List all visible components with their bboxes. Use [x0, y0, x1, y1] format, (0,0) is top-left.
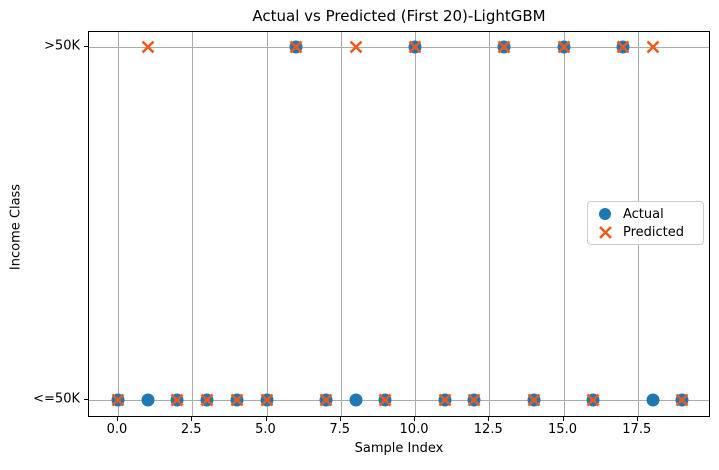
x-axis-label: Sample Index: [354, 441, 444, 456]
data-point-predicted: [467, 393, 482, 408]
y-tick-mark: [84, 399, 88, 400]
y-tick-label: >50K: [44, 38, 80, 54]
legend-label-actual: Actual: [623, 206, 664, 222]
data-point-predicted: [170, 393, 185, 408]
data-point-predicted: [556, 40, 571, 55]
chart-title: Actual vs Predicted (First 20)-LightGBM: [252, 7, 546, 25]
x-tick-mark: [414, 417, 415, 421]
data-point-predicted: [259, 393, 274, 408]
data-point-predicted: [408, 40, 423, 55]
data-point-predicted: [200, 393, 215, 408]
data-point-predicted: [497, 40, 512, 55]
x-tick-label: 15.0: [548, 422, 577, 437]
x-tick-label: 17.5: [622, 422, 652, 437]
data-point-predicted: [675, 393, 690, 408]
x-tick-label: 5.0: [255, 422, 276, 437]
x-tick-mark: [488, 417, 490, 421]
gridline-vertical: [192, 32, 194, 416]
gridline-horizontal: [89, 47, 709, 48]
data-point-predicted: [140, 40, 155, 55]
gridline-vertical: [340, 32, 342, 416]
x-tick-label: 2.5: [180, 422, 202, 437]
gridline-vertical: [266, 32, 268, 416]
legend: Actual Predicted: [587, 201, 704, 245]
gridline-vertical: [489, 32, 491, 416]
x-tick-label: 10.0: [399, 422, 429, 437]
x-tick-mark: [117, 417, 118, 421]
data-point-predicted: [378, 393, 393, 408]
gridline-vertical: [563, 32, 565, 416]
actual-circle-marker-icon: [595, 208, 615, 220]
x-tick-mark: [191, 417, 193, 421]
gridline-vertical: [118, 32, 119, 416]
data-point-predicted: [586, 393, 601, 408]
data-point-predicted: [437, 393, 452, 408]
x-tick-label: 7.5: [329, 422, 351, 437]
data-point-predicted: [111, 393, 126, 408]
data-point-predicted: [348, 40, 363, 55]
y-tick-mark: [84, 46, 88, 47]
data-point-actual: [141, 393, 155, 407]
x-tick-label: 0.0: [106, 422, 128, 437]
predicted-x-marker-icon: [595, 225, 615, 240]
legend-item-predicted: Predicted: [595, 225, 696, 240]
y-axis-label: Income Class: [8, 183, 24, 271]
gridline-vertical: [415, 32, 416, 416]
data-point-predicted: [318, 393, 333, 408]
data-point-predicted: [229, 393, 244, 408]
data-point-predicted: [289, 40, 304, 55]
legend-label-predicted: Predicted: [623, 224, 685, 240]
x-tick-mark: [562, 417, 564, 421]
y-tick-label: <=50K: [33, 391, 80, 407]
gridline-horizontal: [89, 400, 709, 401]
x-tick-mark: [636, 417, 638, 421]
data-point-predicted: [526, 393, 541, 408]
x-tick-mark: [339, 417, 341, 421]
data-point-actual: [646, 393, 660, 407]
x-tick-mark: [265, 417, 267, 421]
x-tick-label: 12.5: [473, 422, 503, 437]
data-point-predicted: [645, 40, 660, 55]
data-point-predicted: [615, 40, 630, 55]
legend-item-actual: Actual: [595, 207, 696, 222]
data-point-actual: [349, 393, 363, 407]
